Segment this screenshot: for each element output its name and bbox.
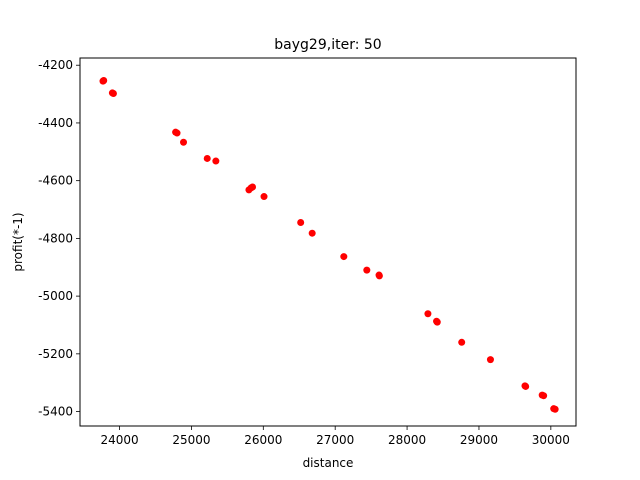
data-point [433, 318, 441, 326]
data-point [308, 229, 316, 237]
data-point [109, 90, 117, 98]
data-point [297, 219, 305, 227]
x-tick-label: 24000 [100, 433, 138, 447]
data-point [375, 272, 383, 280]
x-tick-label: 28000 [388, 433, 426, 447]
y-tick-label: -5000 [38, 289, 73, 303]
data-point [522, 382, 530, 390]
data-point [249, 183, 257, 191]
data-point [260, 193, 268, 201]
data-point [424, 310, 432, 318]
data-point [458, 338, 466, 346]
y-tick-label: -4800 [38, 231, 73, 245]
y-tick-label: -5400 [38, 405, 73, 419]
x-tick-label: 29000 [460, 433, 498, 447]
y-tick-label: -5200 [38, 347, 73, 361]
data-point [180, 138, 188, 146]
x-tick-label: 27000 [316, 433, 354, 447]
y-tick-label: -4600 [38, 174, 73, 188]
points-layer [99, 77, 559, 413]
data-point [173, 129, 181, 137]
x-axis-label: distance [303, 456, 354, 470]
chart-title: bayg29,iter: 50 [274, 37, 381, 53]
x-axis-ticks: 24000 25000 26000 27000 28000 29000 30000 [100, 426, 570, 447]
data-point [203, 154, 211, 162]
data-point [340, 253, 348, 261]
data-point [540, 392, 548, 400]
data-point [551, 405, 559, 413]
data-point [363, 266, 371, 274]
data-point [486, 356, 494, 364]
data-point [212, 157, 220, 165]
x-tick-label: 25000 [172, 433, 210, 447]
x-tick-label: 26000 [244, 433, 282, 447]
y-tick-label: -4400 [38, 116, 73, 130]
data-point [99, 77, 107, 85]
plot-area-frame [79, 57, 577, 427]
y-tick-label: -4200 [38, 58, 73, 72]
y-axis-label: profit(*-1) [11, 212, 25, 271]
x-tick-label: 30000 [532, 433, 570, 447]
y-axis-ticks: -4200 -4400 -4600 -4800 -5000 -5200 -5400 [38, 58, 80, 419]
